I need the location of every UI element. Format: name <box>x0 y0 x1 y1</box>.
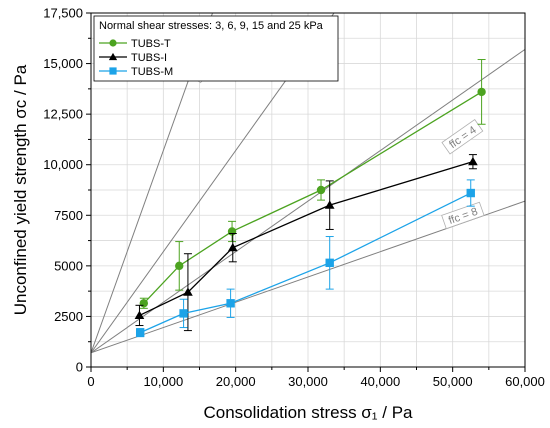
flow-label: ffc = 8 <box>441 201 485 230</box>
legend: Normal shear stresses: 3, 6, 9, 15 and 2… <box>93 15 339 82</box>
data-series <box>134 59 486 338</box>
data-point <box>183 287 193 296</box>
y-tick-label: 5000 <box>54 258 83 273</box>
data-point <box>316 185 326 195</box>
legend-item: TUBS-M <box>99 66 173 78</box>
data-point <box>134 310 145 320</box>
data-point <box>324 200 335 209</box>
axis-ticks: 0 10,000 20,000 30,000 40,000 50,000 60,000 0 25… <box>43 6 545 390</box>
x-tick-label: 30,000 <box>288 374 328 389</box>
y-tick-label: 17,500 <box>43 6 83 21</box>
legend-label: TUBS-I <box>131 52 167 64</box>
data-point <box>227 242 238 252</box>
data-point <box>466 188 475 198</box>
legend-label: TUBS-M <box>131 66 173 78</box>
flow-line <box>91 49 525 354</box>
data-point <box>135 328 145 337</box>
x-tick-label: 50,000 <box>433 374 473 389</box>
series-tubs-t <box>139 59 486 309</box>
y-tick-label: 10,000 <box>43 157 83 172</box>
x-tick-label: 60,000 <box>505 374 545 389</box>
data-point <box>227 227 237 236</box>
data-point <box>139 299 149 308</box>
flow-label-box <box>441 119 484 155</box>
data-point <box>175 261 184 271</box>
data-point <box>179 309 188 318</box>
legend-box <box>93 15 339 82</box>
x-tick-label: 20,000 <box>216 374 256 389</box>
x-tick-label: 40,000 <box>360 374 400 389</box>
x-tick-label: 0 <box>87 374 94 389</box>
y-tick-label: 7500 <box>54 208 83 223</box>
y-tick-label: 12,500 <box>43 107 83 122</box>
y-tick-label: 0 <box>76 360 83 375</box>
y-tick-label: 15,000 <box>43 56 83 71</box>
legend-title: Normal shear stresses: 3, 6, 9, 15 and 2… <box>99 20 324 32</box>
data-point <box>325 258 334 268</box>
flow-label-box <box>441 201 485 230</box>
data-point <box>477 87 486 97</box>
legend-item: TUBS-T <box>99 38 171 50</box>
series-tubs-m <box>135 179 475 338</box>
y-tick-label: 2500 <box>54 309 83 324</box>
legend-item: TUBS-I <box>99 52 167 64</box>
x-tick-label: 10,000 <box>143 374 183 389</box>
y-axis-title: Unconfined yield strength σc / Pa <box>11 64 30 315</box>
legend-marker <box>109 39 117 47</box>
legend-label: TUBS-T <box>131 38 171 50</box>
data-point <box>468 156 478 166</box>
flow-label: ffc = 4 <box>441 119 484 155</box>
legend-marker <box>109 67 117 75</box>
series-tubs-i <box>134 154 478 332</box>
flow-line <box>91 13 214 354</box>
data-point <box>226 299 235 308</box>
x-axis-title: Consolidation stress σ₁ / Pa <box>204 403 414 422</box>
legend-marker <box>108 52 118 61</box>
